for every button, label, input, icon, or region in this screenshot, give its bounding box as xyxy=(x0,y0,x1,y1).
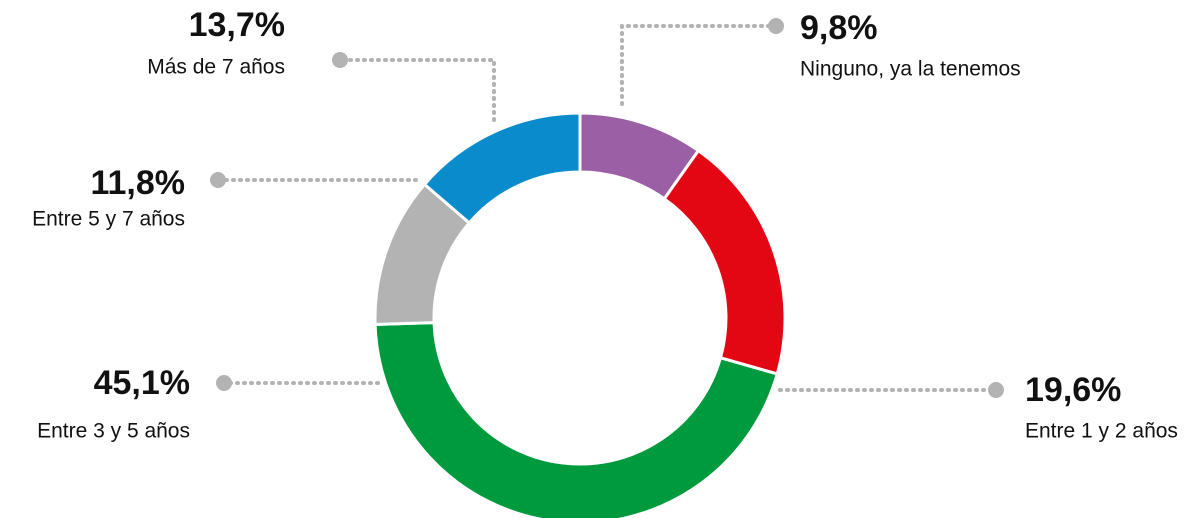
leader-line xyxy=(620,24,772,106)
leader-dot xyxy=(210,172,226,188)
leader-line xyxy=(344,58,496,122)
value-label: 13,7% xyxy=(189,6,285,44)
category-label: Entre 5 y 7 años xyxy=(32,208,185,231)
category-label: Entre 1 y 2 años xyxy=(1025,420,1178,443)
donut-segment xyxy=(373,321,780,518)
value-label: 11,8% xyxy=(90,164,185,202)
donut-segment xyxy=(422,111,582,225)
value-label: 19,6% xyxy=(1025,371,1121,409)
leader-dot xyxy=(988,382,1004,398)
category-label: Entre 3 y 5 años xyxy=(37,420,190,443)
leader-dot xyxy=(216,375,232,391)
category-label: Más de 7 años xyxy=(147,56,285,79)
category-label: Ninguno, ya la tenemos xyxy=(800,58,1021,81)
leader-dot xyxy=(332,52,348,68)
value-label: 45,1% xyxy=(94,364,190,402)
leader-dot xyxy=(768,18,784,34)
value-label: 9,8% xyxy=(800,9,878,47)
donut-segment xyxy=(662,148,787,376)
